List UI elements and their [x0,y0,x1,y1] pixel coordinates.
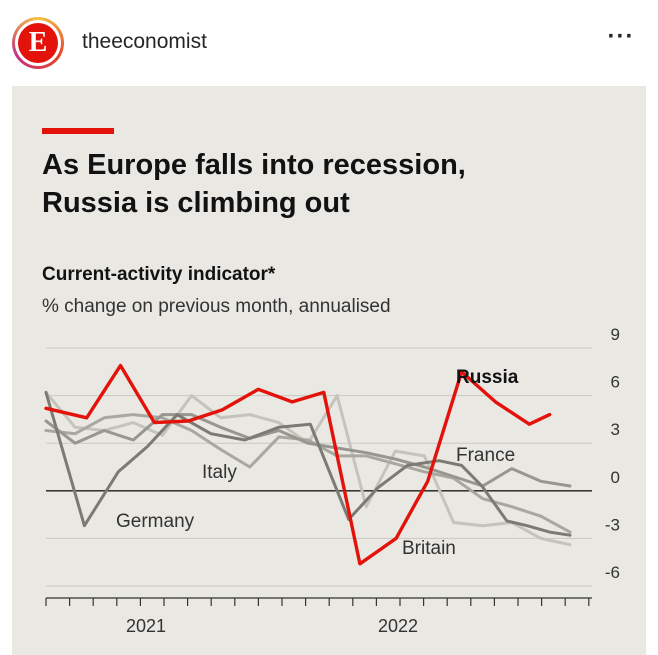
x-tick-label: 2021 [126,616,166,636]
series-label-germany: Germany [116,511,195,532]
account-avatar[interactable]: E [12,17,64,69]
y-tick-label: 6 [611,373,620,392]
post-header: E theeconomist ··· [0,0,658,86]
avatar-ring: E [15,20,61,66]
y-tick-label: -6 [605,563,620,582]
y-axis-tick-labels: 9 6 3 0 -3 -6 [605,325,620,582]
chart-card: As Europe falls into recession, Russia i… [12,86,646,655]
series-labels: Britain Italy France Germany Russia [116,367,519,559]
x-axis: 2021 2022 [45,597,592,636]
y-tick-label: 9 [611,325,620,344]
account-username[interactable]: theeconomist [82,30,207,53]
series-label-russia: Russia [456,367,519,388]
chart-unit-note: % change on previous month, annualised [42,296,391,317]
series-label-britain: Britain [402,538,456,559]
series-label-france: France [456,445,515,466]
series-line-italy [44,413,572,534]
series-line-russia [44,363,552,566]
brand-red-rule [42,128,114,134]
y-tick-label: -3 [605,515,620,534]
more-options-icon[interactable]: ··· [607,23,635,50]
series-label-italy: Italy [202,462,237,483]
series-lines [44,363,572,566]
y-tick-label: 3 [611,420,620,439]
chart-title-line-2: Russia is climbing out [42,187,350,219]
series-line-germany [44,390,572,537]
line-chart: 9 6 3 0 -3 -6 2021 2022 Britain Italy France Germ… [44,325,620,636]
chart-title-line-1: As Europe falls into recession, [42,149,466,181]
x-tick-label: 2022 [378,616,418,636]
chart-title: As Europe falls into recession, Russia i… [42,146,602,222]
y-tick-label: 0 [611,468,620,487]
economist-logo: E [18,23,58,63]
chart-subtitle: Current-activity indicator* [42,264,276,285]
